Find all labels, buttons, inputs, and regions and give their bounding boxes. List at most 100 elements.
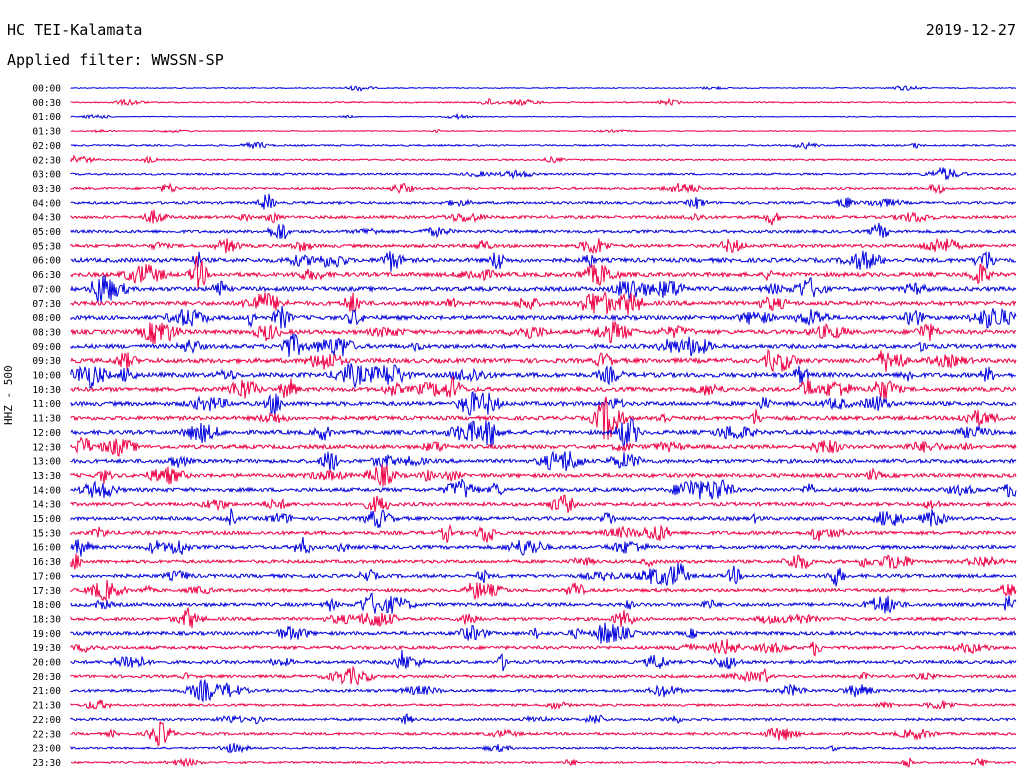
trace-time-label: 23:30 bbox=[32, 758, 61, 769]
trace-time-label: 08:30 bbox=[32, 327, 61, 338]
seismic-trace bbox=[70, 536, 1017, 557]
trace-time-label: 18:00 bbox=[32, 600, 61, 611]
seismic-trace bbox=[70, 250, 1017, 272]
seismic-trace bbox=[70, 699, 1017, 710]
trace-time-label: 16:00 bbox=[32, 543, 61, 554]
seismic-trace bbox=[70, 97, 1017, 107]
trace-time-label: 00:30 bbox=[32, 98, 61, 109]
seismic-trace bbox=[70, 84, 1017, 92]
trace-time-label: 22:00 bbox=[32, 715, 61, 726]
seismic-trace bbox=[70, 349, 1017, 372]
trace-time-label: 15:00 bbox=[32, 514, 61, 525]
filter-label: Applied filter: WWSSN-SP bbox=[7, 51, 224, 69]
seismic-trace bbox=[70, 305, 1017, 329]
seismic-trace bbox=[70, 592, 1017, 614]
seismic-trace bbox=[70, 464, 1017, 487]
trace-time-label: 15:30 bbox=[32, 528, 61, 539]
seismic-trace bbox=[70, 678, 1017, 703]
trace-time-label: 05:00 bbox=[32, 227, 61, 238]
trace-time-label: 04:00 bbox=[32, 198, 61, 209]
seismic-trace bbox=[70, 112, 1016, 121]
trace-time-label: 13:00 bbox=[32, 457, 61, 468]
trace-time-label: 14:00 bbox=[32, 485, 61, 496]
seismic-trace bbox=[70, 209, 1017, 226]
trace-time-label: 06:00 bbox=[32, 256, 61, 267]
trace-time-label: 21:00 bbox=[32, 686, 61, 697]
trace-time-label: 16:30 bbox=[32, 557, 61, 568]
seismic-trace bbox=[70, 494, 1017, 513]
trace-time-label: 03:30 bbox=[32, 184, 61, 195]
seismic-trace bbox=[70, 523, 1017, 543]
seismic-trace bbox=[70, 375, 1017, 400]
trace-time-label: 09:00 bbox=[32, 342, 61, 353]
seismic-trace bbox=[70, 418, 1017, 449]
seismic-trace bbox=[70, 649, 1017, 672]
trace-time-label: 21:30 bbox=[32, 701, 61, 712]
seismic-trace bbox=[70, 222, 1017, 240]
seismic-trace bbox=[70, 182, 1017, 195]
trace-time-label: 14:30 bbox=[32, 500, 61, 511]
trace-time-label: 18:30 bbox=[32, 614, 61, 625]
seismic-trace bbox=[70, 333, 1017, 357]
seismic-trace bbox=[70, 141, 1017, 150]
seismic-trace bbox=[70, 128, 1017, 134]
seismic-trace bbox=[70, 743, 1017, 754]
trace-time-label: 04:30 bbox=[32, 213, 61, 224]
seismic-trace bbox=[70, 579, 1017, 602]
seismic-trace bbox=[70, 362, 1017, 389]
seismic-trace bbox=[70, 390, 1017, 416]
trace-time-label: 07:30 bbox=[32, 299, 61, 310]
trace-time-label: 20:30 bbox=[32, 672, 61, 683]
seismic-trace bbox=[70, 712, 1017, 725]
trace-time-label: 19:00 bbox=[32, 629, 61, 640]
seismic-trace bbox=[70, 193, 1017, 210]
trace-time-label: 00:00 bbox=[32, 84, 61, 95]
seismic-trace bbox=[70, 436, 1017, 457]
trace-time-label: 11:00 bbox=[32, 399, 61, 410]
trace-time-label: 11:30 bbox=[32, 414, 61, 425]
seismic-trace bbox=[70, 320, 1017, 344]
seismic-trace bbox=[70, 508, 1017, 529]
seismic-trace bbox=[70, 622, 1017, 644]
trace-time-label: 12:00 bbox=[32, 428, 61, 439]
seismic-trace bbox=[70, 639, 1017, 657]
seismic-trace bbox=[70, 721, 1017, 747]
trace-time-label: 13:30 bbox=[32, 471, 61, 482]
trace-time-label: 12:30 bbox=[32, 442, 61, 453]
seismic-trace bbox=[70, 562, 1017, 587]
trace-time-label: 07:00 bbox=[32, 284, 61, 295]
seismic-trace bbox=[70, 478, 1017, 500]
seismic-trace bbox=[70, 553, 1017, 570]
trace-time-label: 20:00 bbox=[32, 658, 61, 669]
seismic-trace bbox=[70, 450, 1017, 472]
seismic-trace bbox=[70, 291, 1017, 316]
station-title: HC TEI-Kalamata bbox=[7, 21, 143, 39]
trace-time-label: 09:30 bbox=[32, 356, 61, 367]
trace-time-label: 22:30 bbox=[32, 729, 61, 740]
date-label: 2019-12-27 bbox=[925, 21, 1016, 39]
trace-time-label: 17:00 bbox=[32, 571, 61, 582]
trace-time-label: 01:30 bbox=[32, 127, 61, 138]
trace-time-label: 06:30 bbox=[32, 270, 61, 281]
seismic-trace bbox=[70, 607, 1017, 629]
trace-time-label: 17:30 bbox=[32, 586, 61, 597]
seismic-trace bbox=[70, 154, 1017, 164]
seismic-trace bbox=[70, 237, 1017, 255]
trace-time-label: 08:00 bbox=[32, 313, 61, 324]
trace-time-label: 05:30 bbox=[32, 241, 61, 252]
seismic-trace bbox=[70, 166, 1017, 180]
trace-time-label: 10:30 bbox=[32, 385, 61, 396]
seismic-trace bbox=[70, 396, 1017, 440]
trace-time-label: 23:00 bbox=[32, 744, 61, 755]
seismic-trace bbox=[70, 275, 1017, 303]
trace-time-label: 02:00 bbox=[32, 141, 61, 152]
seismic-trace bbox=[70, 255, 1017, 290]
trace-time-label: 03:00 bbox=[32, 170, 61, 181]
trace-time-label: 02:30 bbox=[32, 155, 61, 166]
trace-time-label: 19:30 bbox=[32, 643, 61, 654]
trace-time-label: 01:00 bbox=[32, 112, 61, 123]
seismic-trace bbox=[70, 757, 1017, 768]
seismic-trace bbox=[70, 665, 1017, 686]
trace-time-label: 10:00 bbox=[32, 371, 61, 382]
